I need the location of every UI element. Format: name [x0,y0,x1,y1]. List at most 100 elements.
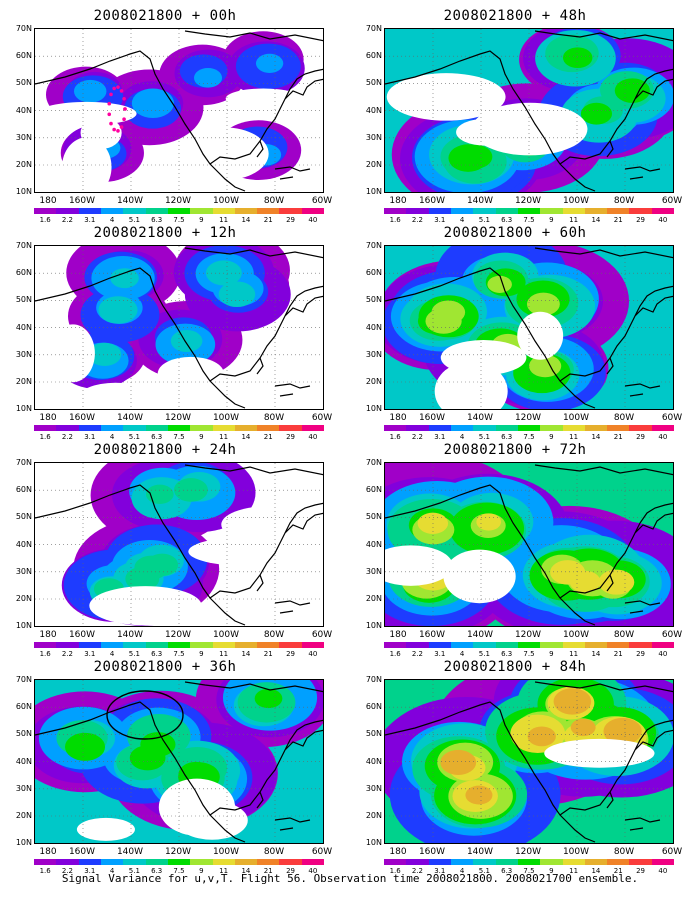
colorbar-swatch [517,642,541,648]
colorbar-swatch [651,425,675,431]
colorbar-swatch [301,859,325,865]
colorbar-level-label: 5.1 [478,433,490,441]
panel-title: 2008021800 + 24h [93,442,237,458]
colorbar-swatch [406,425,429,431]
colorbar-swatch [257,208,280,214]
flight-track-dot [122,117,126,122]
colorbar-level-label: 14 [591,433,601,441]
low-value-region [76,817,135,841]
x-tick-label: 140W [466,847,494,857]
variance-contour [476,513,502,531]
colorbar-level-label: 11 [219,650,229,658]
x-tick-label: 100W [562,413,590,423]
y-tick-label: 10N [365,404,382,414]
colorbar-swatch [540,208,563,214]
x-tick-label: 140W [116,847,144,857]
colorbar-level-label: 7.5 [523,867,535,875]
y-tick-label: 30N [365,349,382,359]
colorbar-swatch [384,208,407,214]
y-tick-label: 20N [15,811,32,820]
colorbar-swatch [212,642,235,648]
low-value-region [239,366,293,392]
colorbar-level-label: 1.6 [39,433,51,441]
colorbar-level-label: 40 [658,433,668,441]
colorbar-level-label: 21 [613,433,623,441]
x-tick-label: 140W [116,413,144,423]
low-value-region [225,88,302,109]
colorbar-level-label: 6.3 [151,867,163,875]
variance-contour [550,560,586,585]
colorbar-level-label: 4 [109,433,115,441]
colorbar-swatch [257,425,280,431]
x-tick-label: 60W [311,630,333,640]
colorbar-level-label: 9 [199,433,204,441]
colorbar-level-label: 5.1 [478,650,490,658]
colorbar-level-label: 7.5 [523,433,535,441]
y-tick-label: 50N [15,78,32,88]
flight-track-dot [119,89,124,93]
colorbar-level-label: 9 [199,650,204,658]
colorbar-level-label: 5.1 [478,867,490,875]
y-tick-label: 40N [365,756,382,766]
colorbar-swatch [279,642,302,648]
colorbar [34,425,325,431]
colorbar-level-label: 29 [636,867,645,875]
variance-contour [614,78,650,103]
y-tick-label: 70N [365,458,382,467]
heatmap-map [34,462,324,627]
map-panel: 2008021800 + 00h 70N 60N 50N 40N 30N 20N 10N 180… [0,8,332,224]
colorbar-swatch [562,642,585,648]
colorbar-swatch [450,642,474,648]
colorbar-swatch [56,859,79,865]
colorbar-level-label: 2.2 [61,433,74,441]
colorbar-level-label: 3.1 [434,433,446,441]
colorbar-swatch [34,859,57,865]
low-value-region [51,324,95,383]
colorbar-swatch [607,642,630,648]
colorbar-level-label: 6.3 [151,650,163,658]
colorbar-swatch [100,208,124,214]
y-tick-label: 70N [15,458,32,467]
flight-track-dot [109,92,113,97]
panel-title: 2008021800 + 48h [443,8,587,24]
y-tick-label: 70N [365,675,382,684]
panel-title: 2008021800 + 00h [93,8,237,24]
colorbar-level-label: 4 [459,650,465,658]
x-tick-label: 60W [661,847,683,857]
colorbar-level-label: 3.1 [434,216,446,224]
variance-contour [440,749,477,775]
y-tick-label: 40N [15,756,32,766]
colorbar [384,859,675,865]
colorbar-swatch [428,208,451,214]
low-value-region [35,160,84,192]
x-tick-label: 140W [466,413,494,423]
x-tick-label: 160W [68,413,96,423]
x-tick-label: 80W [613,196,635,206]
colorbar-swatch [279,208,302,214]
colorbar-swatch [651,208,675,214]
colorbar-swatch [167,208,191,214]
low-value-region [157,356,224,390]
x-tick-label: 80W [263,630,285,640]
colorbar-level-label: 29 [286,867,295,875]
x-tick-label: 160W [418,630,446,640]
colorbar-level-label: 11 [569,867,579,875]
colorbar-swatch [212,208,235,214]
y-tick-label: 20N [365,377,382,386]
colorbar-swatch [234,425,258,431]
x-tick-label: 120W [514,630,542,640]
variance-contour [465,785,493,805]
colorbar-level-label: 4 [109,216,115,224]
y-tick-label: 20N [365,811,382,820]
colorbar-level-label: 40 [658,650,668,658]
y-tick-label: 70N [15,241,32,250]
heatmap-svg [385,246,673,409]
low-value-region [434,361,508,409]
coastline [385,464,673,626]
variance-contour [131,88,175,119]
colorbar-level-label: 9 [549,433,554,441]
x-tick-label: 140W [116,196,144,206]
colorbar-swatch [257,642,280,648]
y-tick-label: 20N [365,160,382,169]
x-tick-label: 80W [263,847,285,857]
